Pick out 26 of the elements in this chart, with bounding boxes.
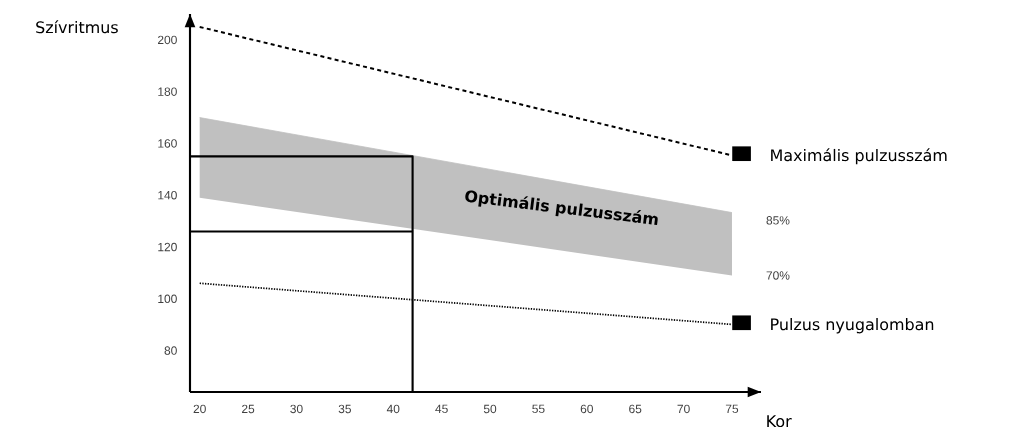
y-tick-label: 180 [158,87,177,96]
x-tick-label: 60 [580,404,593,414]
y-tick-label: 140 [158,190,177,200]
text: 85% [766,216,790,225]
x-tick-label: 30 [290,404,303,414]
y-tick-label: 80 [164,346,177,355]
x-axis-title: Kor [767,415,792,427]
y-tick-label: 200 [157,35,177,45]
text: Optimális pulzusszám [465,190,658,226]
x-tick-label: 75 [725,404,739,414]
x-tick-label: 65 [629,404,642,414]
y-tick-label: 160 [158,139,177,148]
y-tick-label: 120 [158,242,177,252]
legend-label: Pulzus nyugalomban [771,318,934,334]
x-tick-label: 25 [242,404,255,414]
x-tick-label: 50 [483,404,497,414]
x-tick-label: 70 [677,404,690,414]
legend-label: Maximális pulzusszám [771,148,947,165]
y-axis-title: Szívritmus [36,20,118,34]
x-tick-label: 40 [386,404,400,414]
x-tick-label: 55 [532,404,545,414]
x-tick-label: 20 [193,404,206,414]
x-tick-label: 45 [435,404,448,414]
x-tick-label: 35 [338,404,351,414]
text: 70% [766,271,790,280]
y-tick-label: 100 [158,294,177,304]
